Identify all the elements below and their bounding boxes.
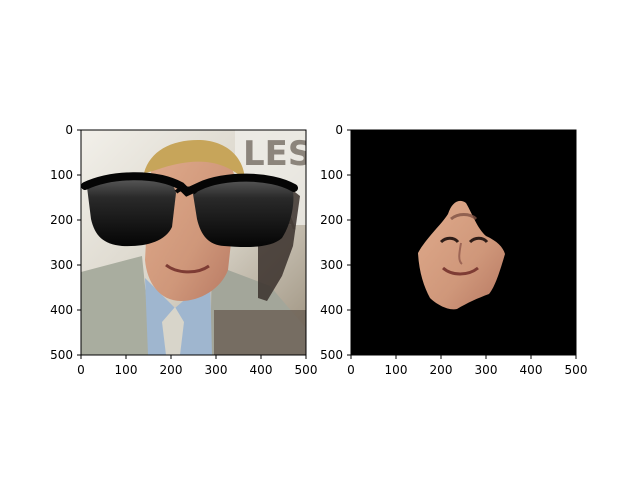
right-y-tick-label-5: 500 — [320, 348, 343, 362]
left-x-tick-label-5: 500 — [295, 363, 318, 377]
right-x-tick-label-5: 500 — [565, 363, 588, 377]
right-x-tick-label-4: 400 — [520, 363, 543, 377]
left-x-tick-label-0: 0 — [77, 363, 85, 377]
left-y-tick-label-3: 300 — [50, 258, 73, 272]
left-image-content: LESTE AA — [81, 130, 359, 355]
left-y-tick-label-1: 100 — [50, 168, 73, 182]
left-y-tick-label-5: 500 — [50, 348, 73, 362]
left-image-axes: LESTE AA 0 100 200 300 400 500 0 100 200 300 400 50… — [50, 123, 359, 377]
right-image-content — [351, 130, 576, 355]
right-y-tick-label-0: 0 — [335, 123, 343, 137]
right-y-tick-label-2: 200 — [320, 213, 343, 227]
right-x-tick-label-3: 300 — [475, 363, 498, 377]
right-image-axes: 0 100 200 300 400 500 0 100 200 300 400 500 — [320, 123, 587, 377]
left-x-tick-label-1: 100 — [115, 363, 138, 377]
right-x-tick-label-0: 0 — [347, 363, 355, 377]
left-x-tick-label-3: 300 — [205, 363, 228, 377]
left-x-tick-label-4: 400 — [250, 363, 273, 377]
right-y-tick-label-1: 100 — [320, 168, 343, 182]
left-sunglass-lens — [87, 176, 176, 246]
right-sunglass-lens — [193, 177, 293, 247]
right-y-tick-label-4: 400 — [320, 303, 343, 317]
left-x-tick-label-2: 200 — [160, 363, 183, 377]
left-y-tick-label-2: 200 — [50, 213, 73, 227]
left-y-tick-label-0: 0 — [65, 123, 73, 137]
jacket-left — [81, 256, 152, 355]
right-x-tick-label-1: 100 — [385, 363, 408, 377]
left-y-tick-label-4: 400 — [50, 303, 73, 317]
award-base — [214, 310, 306, 355]
right-x-tick-label-2: 200 — [430, 363, 453, 377]
right-y-tick-label-3: 300 — [320, 258, 343, 272]
